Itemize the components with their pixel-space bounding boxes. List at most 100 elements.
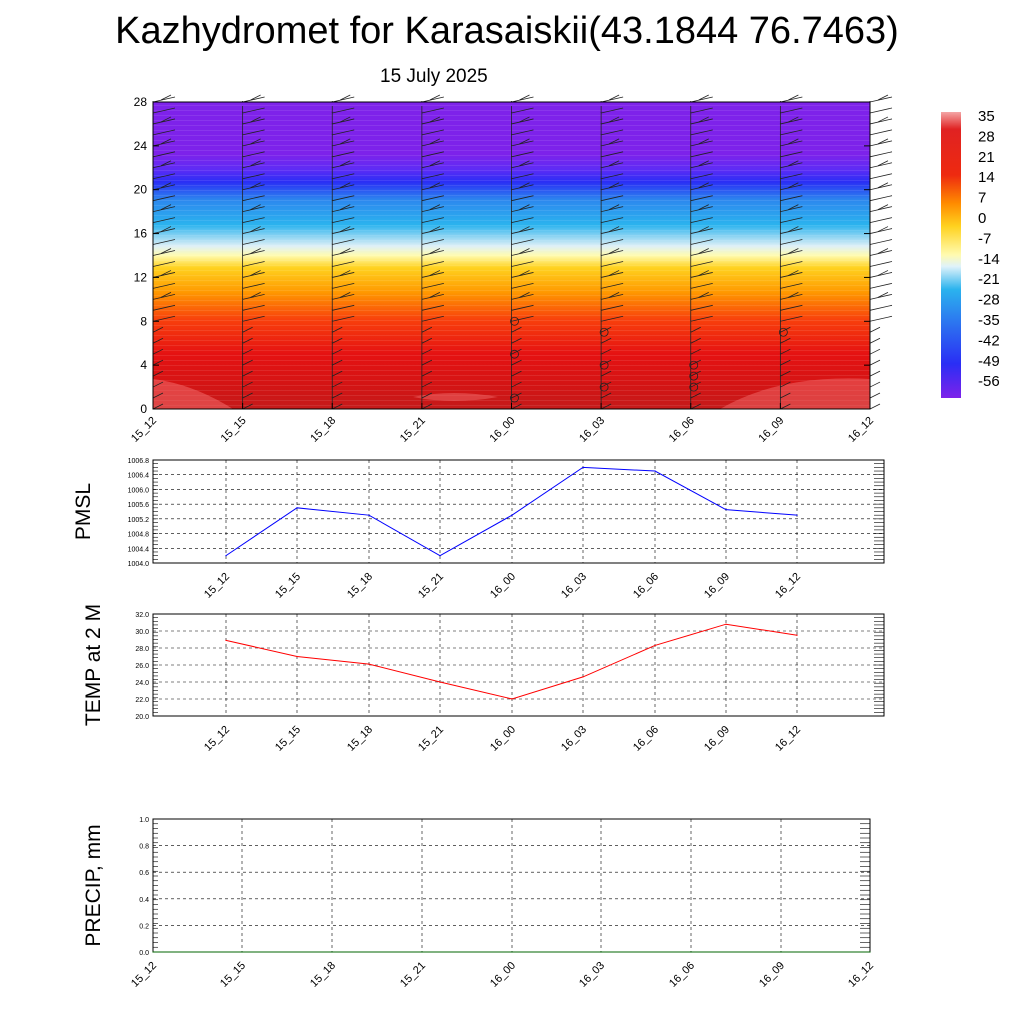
- wind-barb: [869, 403, 881, 410]
- wind-barb: [869, 94, 893, 103]
- wind-barb-flag: [690, 184, 713, 191]
- wind-barb-flag: [421, 195, 444, 202]
- wind-barb-flag: [511, 326, 522, 333]
- colorbar-label: -56: [978, 373, 1000, 390]
- wind-barb-flag: [788, 138, 799, 145]
- wind-barb-flag: [242, 326, 253, 333]
- precip-x-tick-label: 16_06: [667, 960, 697, 990]
- pmsl-x-tick-label: 15_15: [273, 571, 303, 601]
- wind-barb-flag: [242, 359, 253, 366]
- wind-barb-flag: [601, 118, 624, 125]
- wind-barb-flag: [152, 381, 164, 388]
- wind-barb-flag: [690, 326, 701, 333]
- wind-barb-flag: [780, 359, 791, 366]
- wind-barb-flag: [421, 206, 444, 213]
- pmsl-y-tick-label: 1004.0: [128, 561, 150, 568]
- wind-barb-flag: [869, 403, 881, 410]
- wind-barb-flag: [690, 261, 713, 267]
- wind-barb-flag: [421, 118, 444, 125]
- heatmap-x-tick-label: 15_18: [308, 415, 338, 445]
- wind-barb-flag: [519, 204, 530, 211]
- wind-barb-flag: [152, 392, 164, 399]
- wind-barb-flag: [250, 94, 261, 101]
- wind-barb-flag: [332, 173, 355, 180]
- wind-barb: [869, 359, 881, 366]
- wind-barb-flag: [698, 248, 709, 254]
- wind-barb-flag: [601, 283, 624, 289]
- calm-wind-marker: [689, 360, 699, 370]
- wind-barb: [869, 217, 893, 223]
- wind-barb-flag: [421, 162, 444, 169]
- wind-barb-flag: [421, 304, 444, 311]
- wind-barb-flag: [690, 381, 701, 388]
- wind-barb-flag: [519, 116, 530, 123]
- wind-barb-flag: [690, 337, 701, 344]
- wind-barb-flag: [877, 182, 889, 189]
- temp-x-tick-label: 16_12: [773, 724, 803, 754]
- colorbar-label: -42: [978, 332, 1000, 349]
- wind-barb-flag: [242, 381, 253, 388]
- wind-barb-flag: [511, 228, 534, 234]
- heatmap-y-tick-label: 8: [140, 314, 147, 328]
- wind-barb-flag: [519, 248, 530, 254]
- temp-series-line: [225, 623, 798, 700]
- wind-barb-flag: [160, 94, 172, 101]
- wind-barb-flag: [780, 140, 803, 147]
- wind-barb-flag: [429, 291, 441, 298]
- precip-panel: 0.0 0.2 0.4 0.6 0.8 1.0 15_12 15_15 15_18 15_21 16…: [82, 817, 876, 990]
- wind-barb: [242, 94, 265, 103]
- wind-barb-flag: [160, 160, 172, 167]
- wind-barb-flag: [511, 162, 534, 169]
- wind-barb-flag: [340, 138, 351, 145]
- wind-barb-flag: [242, 217, 265, 223]
- wind-barb-flag: [869, 359, 881, 366]
- wind-barb-flag: [421, 107, 444, 114]
- wind-barb: [869, 348, 881, 355]
- pmsl-x-tick-label: 15_12: [202, 571, 232, 601]
- wind-barb: [869, 291, 893, 300]
- wind-barb-flag: [421, 96, 444, 103]
- wind-barb-flag: [332, 195, 355, 202]
- wind-barb-flag: [152, 228, 176, 234]
- wind-barb-flag: [601, 206, 624, 213]
- wind-barb-flag: [601, 250, 624, 256]
- precip-x-tick-label: 15_15: [218, 960, 248, 990]
- wind-barb-flag: [152, 283, 176, 289]
- colorbar-label: 28: [978, 128, 995, 145]
- wind-barb-flag: [152, 348, 164, 355]
- precip-x-tick-label: 16_00: [488, 960, 518, 990]
- wind-barb-flag: [332, 326, 343, 333]
- wind-barb-flag: [780, 228, 803, 234]
- wind-barb-flag: [421, 151, 444, 158]
- wind-barb-flag: [780, 129, 803, 136]
- wind-barb-flag: [690, 272, 713, 278]
- pmsl-y-tick-label: 1006.8: [128, 458, 150, 465]
- wind-barb-flag: [511, 359, 522, 366]
- temp-y-axis-label: TEMP at 2 M: [82, 604, 105, 726]
- heatmap-y-tick-label: 28: [134, 95, 148, 109]
- heatmap-y-tick-label: 4: [140, 358, 147, 372]
- wind-barb-flag: [698, 226, 709, 232]
- wind-barb-flag: [242, 195, 265, 202]
- wind-barb-flag: [601, 140, 624, 147]
- wind-barb-flag: [332, 392, 343, 399]
- wind-barb-flag: [421, 337, 433, 344]
- wind-barb-flag: [429, 160, 441, 167]
- wind-barb-flag: [601, 173, 624, 180]
- wind-barb-flag: [250, 182, 261, 189]
- calm-wind-marker: [778, 327, 788, 337]
- pmsl-y-tick-label: 1005.6: [128, 502, 150, 509]
- wind-barb-flag: [690, 283, 713, 289]
- wind-barb-flag: [152, 173, 176, 180]
- wind-barb-flag: [152, 129, 176, 136]
- wind-barb-flag: [869, 151, 893, 158]
- wind-barb-flag: [429, 138, 441, 145]
- wind-barb-flag: [152, 337, 164, 344]
- wind-barb-flag: [877, 291, 889, 298]
- wind-barb-flag: [160, 116, 172, 123]
- wind-barb-flag: [152, 293, 176, 300]
- wind-barb-flag: [608, 138, 620, 145]
- wind-barb-flag: [869, 348, 881, 355]
- wind-barb-flag: [421, 403, 433, 410]
- wind-barb-flag: [511, 173, 534, 180]
